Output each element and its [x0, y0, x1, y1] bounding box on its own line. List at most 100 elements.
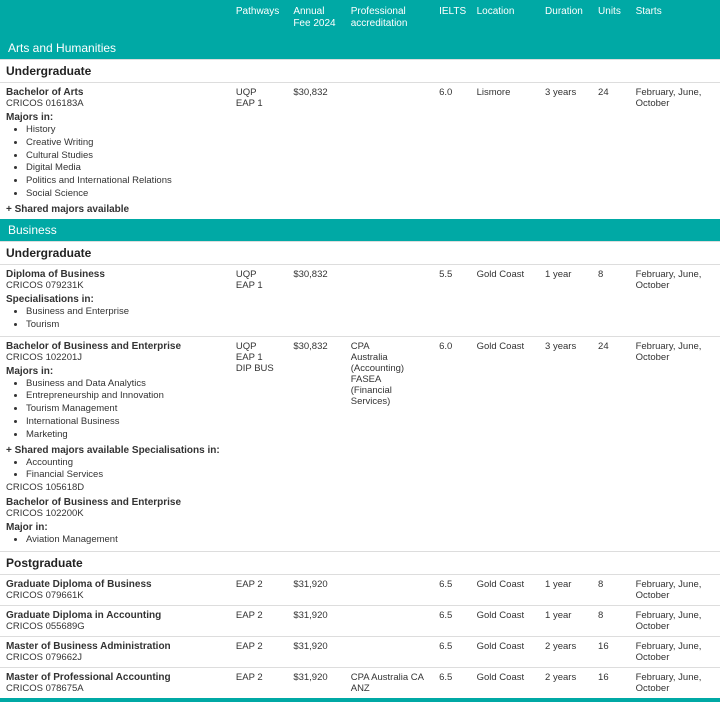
col-ielts-header: IELTS	[435, 0, 473, 37]
list-item: History	[26, 124, 228, 137]
duration-cell: 2 years	[541, 668, 594, 699]
accreditation-cell: CPA Australia CA ANZ	[347, 668, 435, 699]
list-item: Business and Enterprise	[26, 306, 228, 319]
specialisations-list: Business and Enterprise Tourism	[6, 306, 228, 332]
table-row: Bachelor of Business and Enterprise CRIC…	[0, 336, 720, 552]
list-item: Entrepreneurship and Innovation	[26, 390, 228, 403]
course-title: Graduate Diploma of Business	[6, 579, 228, 590]
course-title: Bachelor of Business and Enterprise	[6, 497, 228, 508]
accreditation-cell	[347, 83, 435, 219]
course-table: Pathways AnnualFee 2024 Professionalaccr…	[0, 0, 720, 698]
location-cell: Gold Coast	[473, 606, 541, 637]
accreditation-cell	[347, 264, 435, 336]
col-fee-header: AnnualFee 2024	[289, 0, 346, 37]
col-units-header: Units	[594, 0, 632, 37]
accreditation-cell: CPA Australia (Accounting) FASEA (Financ…	[347, 336, 435, 552]
shared-majors-note: + Shared majors available Specialisation…	[6, 445, 228, 456]
starts-cell: February, June, October	[632, 637, 720, 668]
location-cell: Gold Coast	[473, 668, 541, 699]
course-title: Master of Business Administration	[6, 641, 228, 652]
table-row: Master of Professional Accounting CRICOS…	[0, 668, 720, 699]
units-cell: 24	[594, 83, 632, 219]
starts-cell: February, June, October	[632, 575, 720, 606]
list-item: Aviation Management	[26, 534, 228, 547]
level-postgraduate: Postgraduate	[0, 552, 720, 575]
location-cell: Lismore	[473, 83, 541, 219]
pathways-cell: UQPEAP 1	[232, 264, 289, 336]
fee-cell: $31,920	[289, 575, 346, 606]
cricos-code: CRICOS 102201J	[6, 352, 228, 363]
cricos-code: CRICOS 016183A	[6, 98, 228, 109]
list-item: International Business	[26, 416, 228, 429]
list-item: Social Science	[26, 188, 228, 201]
pathways-cell: EAP 2	[232, 606, 289, 637]
location-cell: Gold Coast	[473, 336, 541, 552]
ielts-cell: 6.5	[435, 575, 473, 606]
units-cell: 16	[594, 668, 632, 699]
section-business: Business	[0, 219, 720, 242]
table-row: Graduate Diploma of Business CRICOS 0796…	[0, 575, 720, 606]
cricos-code: CRICOS 102200K	[6, 508, 228, 519]
pathways-cell: EAP 2	[232, 637, 289, 668]
duration-cell: 1 year	[541, 575, 594, 606]
section-arts-humanities: Arts and Humanities	[0, 37, 720, 60]
location-cell: Gold Coast	[473, 637, 541, 668]
fee-cell: $30,832	[289, 264, 346, 336]
duration-cell: 3 years	[541, 83, 594, 219]
fee-cell: $30,832	[289, 83, 346, 219]
level-undergraduate: Undergraduate	[0, 60, 720, 83]
majors-label: Major in:	[6, 522, 228, 533]
starts-cell: February, June, October	[632, 83, 720, 219]
list-item: Financial Services	[26, 469, 228, 482]
list-item: Accounting	[26, 457, 228, 470]
table-row: Diploma of Business CRICOS 079231K Speci…	[0, 264, 720, 336]
majors-label: Majors in:	[6, 366, 228, 377]
table-header: Pathways AnnualFee 2024 Professionalaccr…	[0, 0, 720, 37]
units-cell: 8	[594, 575, 632, 606]
duration-cell: 1 year	[541, 264, 594, 336]
location-cell: Gold Coast	[473, 575, 541, 606]
ielts-cell: 5.5	[435, 264, 473, 336]
list-item: Politics and International Relations	[26, 175, 228, 188]
majors-list: Aviation Management	[6, 534, 228, 547]
ielts-cell: 6.5	[435, 637, 473, 668]
table-row: Graduate Diploma in Accounting CRICOS 05…	[0, 606, 720, 637]
location-cell: Gold Coast	[473, 264, 541, 336]
col-course-header	[0, 0, 232, 37]
specialisations-list: Accounting Financial Services	[6, 457, 228, 483]
majors-list: History Creative Writing Cultural Studie…	[6, 124, 228, 201]
accreditation-cell	[347, 637, 435, 668]
course-title: Bachelor of Business and Enterprise	[6, 341, 228, 352]
bottom-accent-bar	[0, 698, 720, 702]
col-accreditation-header: Professionalaccreditation	[347, 0, 435, 37]
ielts-cell: 6.0	[435, 336, 473, 552]
starts-cell: February, June, October	[632, 606, 720, 637]
duration-cell: 1 year	[541, 606, 594, 637]
table-row: Bachelor of Arts CRICOS 016183A Majors i…	[0, 83, 720, 219]
starts-cell: February, June, October	[632, 336, 720, 552]
list-item: Tourism Management	[26, 403, 228, 416]
majors-label: Majors in:	[6, 112, 228, 123]
col-pathways-header: Pathways	[232, 0, 289, 37]
table-row: Master of Business Administration CRICOS…	[0, 637, 720, 668]
col-location-header: Location	[473, 0, 541, 37]
cricos-code: CRICOS 079661K	[6, 590, 228, 601]
level-undergraduate: Undergraduate	[0, 241, 720, 264]
accreditation-cell	[347, 575, 435, 606]
duration-cell: 2 years	[541, 637, 594, 668]
list-item: Tourism	[26, 319, 228, 332]
pathways-cell: EAP 2	[232, 575, 289, 606]
units-cell: 8	[594, 264, 632, 336]
cricos-code: CRICOS 079231K	[6, 280, 228, 291]
fee-cell: $31,920	[289, 606, 346, 637]
list-item: Creative Writing	[26, 137, 228, 150]
course-title: Graduate Diploma in Accounting	[6, 610, 228, 621]
units-cell: 24	[594, 336, 632, 552]
list-item: Business and Data Analytics	[26, 378, 228, 391]
pathways-cell: UQPEAP 1DIP BUS	[232, 336, 289, 552]
list-item: Cultural Studies	[26, 150, 228, 163]
pathways-cell: EAP 2	[232, 668, 289, 699]
specialisations-label: Specialisations in:	[6, 294, 228, 305]
cricos-code: CRICOS 079662J	[6, 652, 228, 663]
units-cell: 16	[594, 637, 632, 668]
